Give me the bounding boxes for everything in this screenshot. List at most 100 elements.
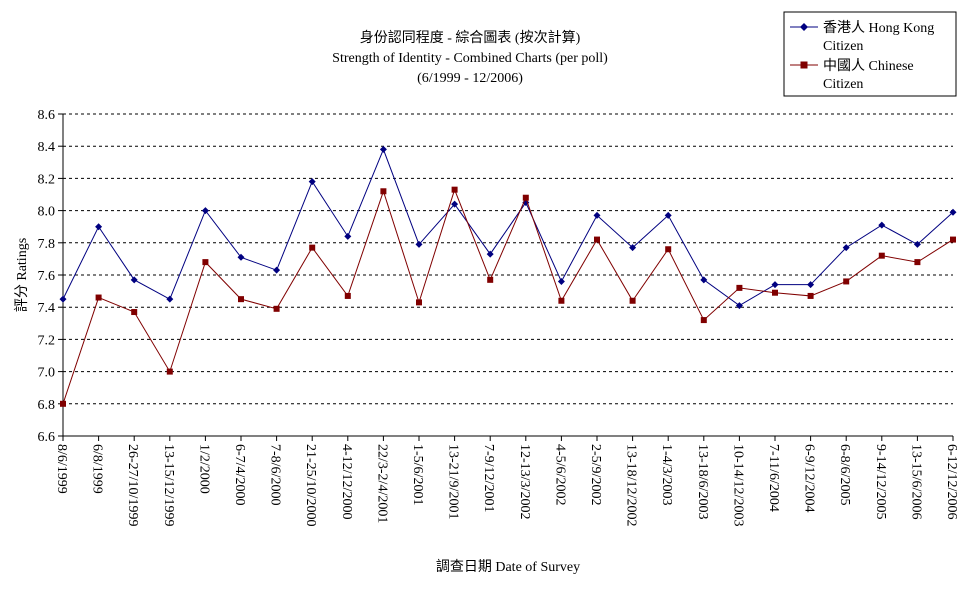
data-point bbox=[629, 297, 636, 304]
data-point bbox=[950, 236, 956, 243]
y-tick-label: 7.2 bbox=[38, 333, 56, 348]
data-point bbox=[522, 194, 529, 201]
data-point bbox=[842, 244, 850, 252]
x-tick-label: 4-12/12/2000 bbox=[339, 444, 354, 519]
legend-box bbox=[783, 11, 957, 97]
data-point bbox=[344, 232, 352, 240]
data-point bbox=[807, 281, 815, 289]
y-tick-label: 6.8 bbox=[38, 398, 56, 413]
data-point bbox=[594, 236, 600, 243]
x-tick-label: 1/2/2000 bbox=[196, 444, 211, 494]
data-point bbox=[60, 400, 66, 407]
y-tick-label: 8.2 bbox=[38, 172, 56, 187]
data-point bbox=[201, 207, 209, 215]
data-point bbox=[416, 299, 422, 306]
series-line bbox=[62, 188, 954, 404]
x-tick-label: 6-7/4/2000 bbox=[232, 444, 247, 505]
legend-item-hong-kong: 香港人 Hong Kong Citizen bbox=[790, 20, 934, 54]
data-point bbox=[273, 266, 281, 274]
x-tick-label: 13-21/9/2001 bbox=[446, 444, 461, 519]
data-point bbox=[878, 221, 886, 229]
y-tick-label: 8.6 bbox=[38, 108, 56, 123]
chart-title: 身份認同程度 - 綜合圖表 (按次計算) bbox=[360, 30, 581, 46]
data-point bbox=[736, 284, 743, 291]
y-tick-label: 8.4 bbox=[38, 140, 56, 155]
x-axis-label: 調查日期 Date of Survey bbox=[436, 559, 580, 575]
data-point bbox=[629, 244, 637, 252]
data-point bbox=[59, 295, 67, 303]
data-point bbox=[700, 276, 708, 284]
y-tick-label: 7.0 bbox=[38, 366, 56, 381]
data-point bbox=[914, 259, 921, 266]
data-point bbox=[202, 259, 209, 266]
data-point bbox=[380, 188, 387, 195]
legend-label-chinese-line2: Citizen bbox=[823, 77, 863, 92]
legend-marker-chinese bbox=[800, 61, 808, 69]
y-axis-label: 評分 Ratings bbox=[14, 238, 30, 312]
data-point bbox=[949, 208, 957, 216]
data-point bbox=[238, 296, 244, 303]
data-point bbox=[95, 294, 102, 301]
x-tick-label: 6-9/12/2004 bbox=[802, 444, 817, 512]
data-point bbox=[557, 277, 565, 285]
axes bbox=[62, 114, 953, 437]
chart-subtitle: Strength of Identity - Combined Charts (… bbox=[332, 51, 608, 66]
data-point bbox=[593, 211, 601, 219]
data-point bbox=[309, 244, 316, 251]
data-point bbox=[166, 295, 174, 303]
x-tick-label: 10-14/12/2003 bbox=[730, 444, 745, 526]
x-tick-label: 13-15/12/1999 bbox=[161, 444, 176, 526]
x-tick-label: 21-25/10/2000 bbox=[303, 444, 318, 526]
data-point bbox=[771, 281, 779, 289]
data-point bbox=[735, 302, 743, 310]
gridlines bbox=[63, 113, 953, 405]
legend-label-hong-kong-line1: 香港人 Hong Kong bbox=[823, 20, 934, 36]
data-point bbox=[843, 278, 850, 285]
data-point bbox=[95, 223, 103, 231]
x-tick-label: 22/3-2/4/2001 bbox=[374, 444, 389, 523]
chart-titles: 身份認同程度 - 綜合圖表 (按次計算) Strength of Identit… bbox=[332, 30, 608, 86]
y-tick-label: 8.0 bbox=[38, 205, 56, 220]
data-point bbox=[308, 178, 316, 186]
legend-label-chinese-line1: 中國人 Chinese bbox=[823, 58, 914, 74]
series-line bbox=[62, 148, 954, 307]
data-point bbox=[273, 305, 280, 312]
data-point bbox=[166, 368, 173, 375]
x-tick-label: 7-8/6/2000 bbox=[268, 444, 283, 505]
legend-label-hong-kong-line2: Citizen bbox=[823, 39, 863, 54]
x-tick-label: 4-5/6/2002 bbox=[552, 444, 567, 505]
data-point bbox=[664, 211, 672, 219]
x-tick-label: 1-5/6/2001 bbox=[410, 444, 425, 505]
series-1 bbox=[60, 186, 956, 407]
data-point bbox=[344, 292, 351, 299]
chart-date-range: (6/1999 - 12/2006) bbox=[417, 71, 523, 86]
data-point bbox=[131, 309, 138, 316]
x-tick-label: 6-8/6/2005 bbox=[837, 444, 852, 505]
x-tick-label: 9-14/12/2005 bbox=[873, 444, 888, 519]
x-tick-label: 12-13/3/2002 bbox=[517, 444, 532, 519]
x-tick-label: 6-12/12/2006 bbox=[944, 444, 959, 519]
x-tick-label: 13-15/6/2006 bbox=[908, 444, 923, 519]
data-point bbox=[487, 276, 494, 283]
data-point bbox=[486, 250, 494, 258]
data-point bbox=[237, 253, 245, 261]
y-tick-label: 7.4 bbox=[38, 301, 56, 316]
x-axis-ticks: 8/6/1999 6/8/1999 26-27/10/1999 13-15/12/19… bbox=[54, 436, 959, 526]
y-tick-label: 7.8 bbox=[38, 237, 56, 252]
y-tick-label: 6.6 bbox=[38, 430, 56, 445]
data-point bbox=[878, 252, 885, 259]
x-tick-label: 13-18/12/2002 bbox=[624, 444, 639, 526]
data-point bbox=[451, 200, 459, 208]
data-point bbox=[807, 292, 814, 299]
y-tick-label: 7.6 bbox=[38, 269, 56, 284]
x-tick-label: 6/8/1999 bbox=[90, 444, 105, 494]
series-0 bbox=[59, 145, 957, 310]
data-point bbox=[451, 186, 458, 193]
data-point bbox=[130, 276, 138, 284]
data-point bbox=[415, 240, 423, 248]
data-point bbox=[379, 145, 387, 153]
legend-marker-hong-kong bbox=[800, 23, 808, 31]
x-tick-label: 7-9/12/2001 bbox=[481, 444, 496, 512]
x-tick-label: 2-5/9/2002 bbox=[588, 444, 603, 505]
